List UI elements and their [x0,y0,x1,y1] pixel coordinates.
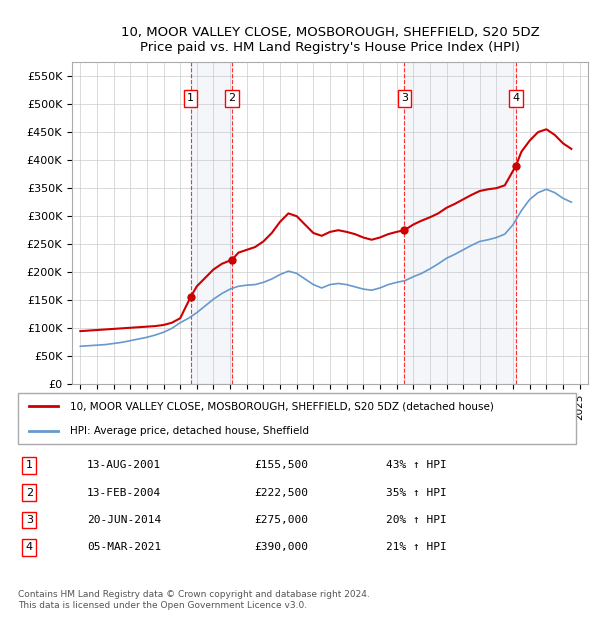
Text: 35% ↑ HPI: 35% ↑ HPI [386,488,447,498]
Text: 43% ↑ HPI: 43% ↑ HPI [386,461,447,471]
Text: 3: 3 [26,515,33,525]
Text: Contains HM Land Registry data © Crown copyright and database right 2024.
This d: Contains HM Land Registry data © Crown c… [18,590,370,609]
Text: 20% ↑ HPI: 20% ↑ HPI [386,515,447,525]
Text: 20-JUN-2014: 20-JUN-2014 [87,515,161,525]
Text: 10, MOOR VALLEY CLOSE, MOSBOROUGH, SHEFFIELD, S20 5DZ (detached house): 10, MOOR VALLEY CLOSE, MOSBOROUGH, SHEFF… [70,401,493,411]
Text: 4: 4 [512,94,520,104]
Title: 10, MOOR VALLEY CLOSE, MOSBOROUGH, SHEFFIELD, S20 5DZ
Price paid vs. HM Land Reg: 10, MOOR VALLEY CLOSE, MOSBOROUGH, SHEFF… [121,26,539,54]
Text: 21% ↑ HPI: 21% ↑ HPI [386,542,447,552]
Text: £390,000: £390,000 [254,542,308,552]
Text: 2: 2 [26,488,33,498]
Text: HPI: Average price, detached house, Sheffield: HPI: Average price, detached house, Shef… [70,426,308,436]
Bar [404,62,516,384]
Bar [191,62,232,384]
Text: 2: 2 [229,94,236,104]
Text: £275,000: £275,000 [254,515,308,525]
Text: 4: 4 [26,542,33,552]
Text: 05-MAR-2021: 05-MAR-2021 [87,542,161,552]
Text: 13-FEB-2004: 13-FEB-2004 [87,488,161,498]
Text: 1: 1 [26,461,33,471]
Text: £222,500: £222,500 [254,488,308,498]
Text: £155,500: £155,500 [254,461,308,471]
Text: 13-AUG-2001: 13-AUG-2001 [87,461,161,471]
Text: 3: 3 [401,94,408,104]
Text: 1: 1 [187,94,194,104]
FancyBboxPatch shape [18,393,577,444]
